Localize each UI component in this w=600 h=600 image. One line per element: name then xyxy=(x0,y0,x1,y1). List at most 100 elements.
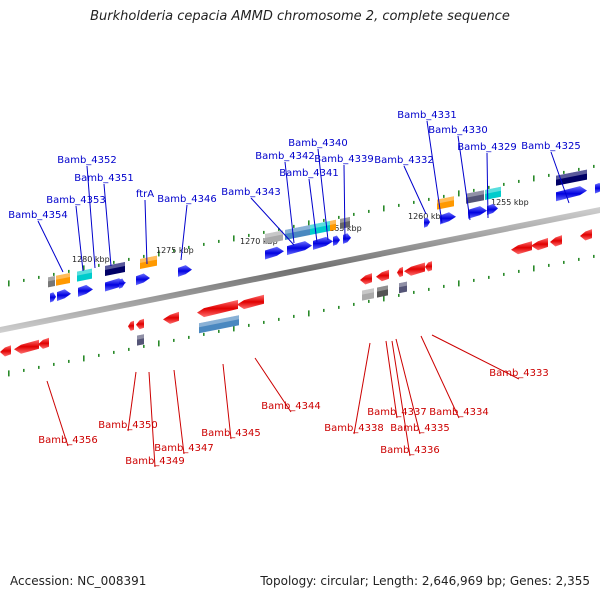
forward-gene-arrow xyxy=(424,217,430,228)
scale-tick xyxy=(293,314,295,318)
reverse-gene-arrow xyxy=(376,269,389,282)
scale-tick xyxy=(413,200,415,204)
forward-gene-arrow xyxy=(343,233,351,244)
forward-gene-label-leader xyxy=(144,199,148,265)
forward-domain-box-shine xyxy=(56,273,70,280)
reverse-domain-box-shine xyxy=(377,285,388,292)
scale-tick xyxy=(593,254,595,258)
scale-tick xyxy=(473,278,475,282)
scale-tick xyxy=(203,332,205,336)
forward-scale-track xyxy=(8,164,595,287)
scale-tick xyxy=(188,245,190,249)
scale-tick xyxy=(38,275,40,279)
reverse-domain-box xyxy=(199,315,239,334)
forward-gene-arrow xyxy=(333,235,340,246)
forward-domain-box-shine xyxy=(265,230,283,238)
scale-tick xyxy=(68,269,70,273)
forward-domain-box-fill xyxy=(48,276,55,288)
scale-label: 1275 kbp xyxy=(156,246,194,255)
forward-gene-label-leader xyxy=(343,164,346,241)
scale-label: 1280 kbp xyxy=(72,255,110,264)
scale-tick xyxy=(578,257,580,261)
reverse-domain-box xyxy=(377,285,388,298)
scale-tick xyxy=(383,295,385,302)
reverse-domain-box-fill xyxy=(199,315,239,334)
map-title: Burkholderia cepacia AMMD chromosome 2, … xyxy=(90,9,510,24)
scale-tick xyxy=(68,359,70,363)
forward-gene-label-leader xyxy=(75,205,84,272)
scale-tick xyxy=(353,302,355,306)
forward-gene-label: Bamb_4330 xyxy=(428,125,488,136)
reverse-domain-box-shine xyxy=(199,315,239,328)
forward-domain-box xyxy=(48,276,55,288)
forward-domain-box-shine xyxy=(285,225,310,234)
forward-gene-label-leader xyxy=(550,151,570,204)
scale-tick xyxy=(233,235,235,242)
forward-gene-label: Bamb_4351 xyxy=(74,173,134,184)
forward-domain-box xyxy=(77,268,92,282)
forward-domain-box-fill xyxy=(285,225,310,240)
scale-tick xyxy=(458,190,460,197)
scale-tick xyxy=(23,368,25,372)
forward-gene-label-leader xyxy=(403,165,427,215)
scale-tick xyxy=(593,164,595,168)
scale-tick xyxy=(128,257,130,261)
scale-tick xyxy=(203,242,205,246)
scale-label: 1255 kbp xyxy=(491,198,529,207)
forward-domain-box xyxy=(330,219,336,231)
scale-tick xyxy=(428,197,430,201)
scale-tick xyxy=(128,347,130,351)
scale-tick xyxy=(293,224,295,228)
forward-domain-box-fill xyxy=(77,268,92,282)
scale-tick xyxy=(98,263,100,267)
scale-tick xyxy=(8,370,10,377)
reverse-gene-arrow xyxy=(197,299,238,318)
forward-gene-label: Bamb_4340 xyxy=(288,138,348,149)
scale-tick xyxy=(323,218,325,222)
reverse-domain-box-fill xyxy=(399,281,407,294)
forward-gene-arrow xyxy=(178,265,192,277)
scale-tick xyxy=(563,170,565,174)
forward-gene-label: Bamb_4332 xyxy=(374,155,434,166)
forward-gene-arrow xyxy=(487,203,498,216)
scale-tick xyxy=(488,275,490,279)
forward-domain-box xyxy=(556,169,587,186)
scale-tick xyxy=(458,280,460,287)
forward-domain-box xyxy=(466,190,484,204)
forward-gene-label: Bamb_4339 xyxy=(314,154,374,165)
scale-tick xyxy=(53,362,55,366)
forward-domain-box-fill xyxy=(485,186,501,200)
scale-tick xyxy=(398,203,400,207)
reverse-gene-label: Bamb_4334 xyxy=(429,407,489,418)
scale-tick xyxy=(158,340,160,347)
reverse-gene-arrow xyxy=(425,261,432,272)
forward-domain-box-fill xyxy=(140,255,157,269)
scale-tick xyxy=(383,205,385,212)
scale-tick xyxy=(308,310,310,317)
forward-gene-label: Bamb_4353 xyxy=(46,195,106,206)
reverse-gene-arrow xyxy=(550,235,562,247)
scale-tick xyxy=(518,179,520,183)
scale-tick xyxy=(188,335,190,339)
reverse-domain-box-shine xyxy=(399,281,407,288)
forward-gene-label-leader xyxy=(308,178,318,243)
scale-tick xyxy=(368,299,370,303)
scale-tick xyxy=(503,182,505,186)
scale-tick xyxy=(158,250,160,257)
reverse-gene-label-leader xyxy=(254,357,292,413)
reverse-gene-label-leader xyxy=(420,335,460,419)
forward-gene-arrow xyxy=(119,278,125,289)
forward-domain-box xyxy=(265,230,283,244)
forward-domain-box xyxy=(485,186,501,200)
reverse-domain-box xyxy=(399,281,407,294)
forward-gene-label: Bamb_4354 xyxy=(8,210,68,221)
forward-gene-arrow xyxy=(57,289,71,302)
scale-tick xyxy=(503,272,505,276)
scale-tick xyxy=(218,239,220,243)
reverse-gene-label-leader xyxy=(173,369,185,455)
reverse-gene-label-leader xyxy=(222,363,232,440)
scale-label: 1260 kbp xyxy=(408,212,446,221)
scale-tick xyxy=(548,263,550,267)
accession-label: Accession: NC_008391 xyxy=(10,574,147,588)
scale-tick xyxy=(443,194,445,198)
